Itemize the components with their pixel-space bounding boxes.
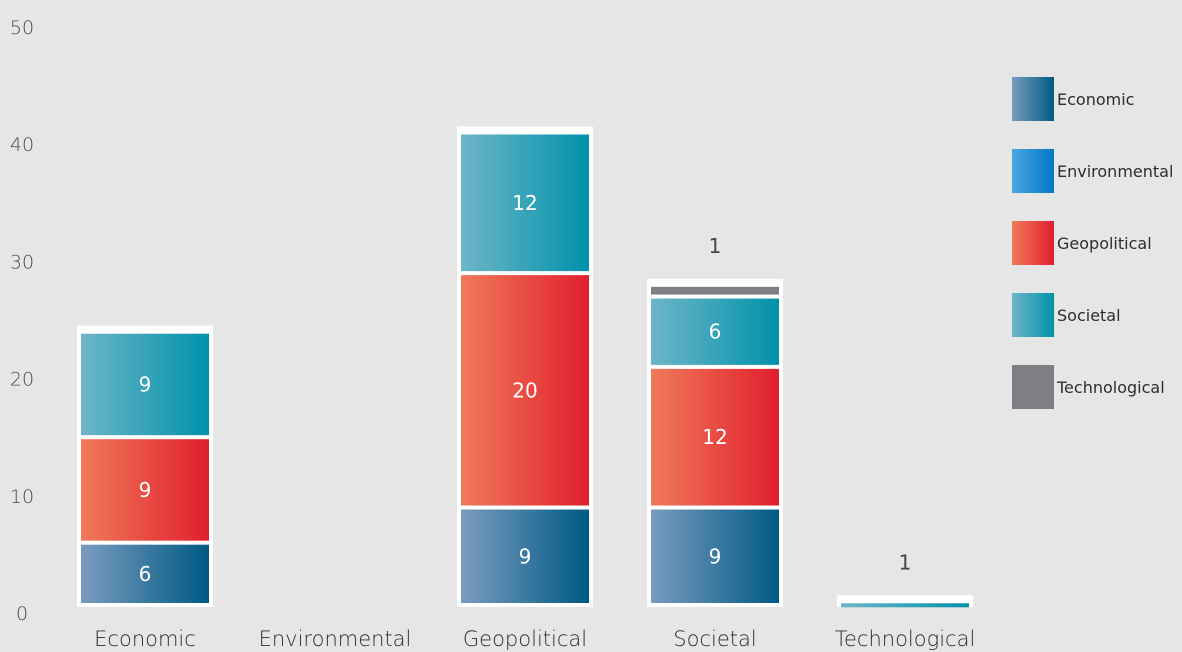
segment-label-geopolitical-geopolitical: 20 bbox=[512, 378, 537, 402]
segment-societal-societal bbox=[651, 298, 779, 365]
bar-technological: 1 bbox=[837, 550, 973, 608]
legend-swatch-geopolitical bbox=[1012, 221, 1054, 265]
x-label-technological: Technological bbox=[835, 627, 976, 651]
bar-economic: 6 9 9 bbox=[77, 325, 213, 607]
top-label-technological: 1 bbox=[899, 550, 912, 574]
legend-label-environmental: Environmental bbox=[1057, 162, 1173, 181]
legend-item-geopolitical: Geopolitical bbox=[1012, 221, 1152, 265]
x-label-geopolitical: Geopolitical bbox=[463, 627, 587, 651]
legend-swatch-economic bbox=[1012, 77, 1054, 121]
top-label-societal: 1 bbox=[709, 234, 722, 258]
legend-item-environmental: Environmental bbox=[1012, 149, 1173, 193]
x-label-societal: Societal bbox=[673, 627, 756, 651]
segment-label-economic-economic: 6 bbox=[139, 562, 152, 586]
segment-societal-geopolitical bbox=[651, 368, 779, 506]
legend-swatch-environmental bbox=[1012, 149, 1054, 193]
legend-item-economic: Economic bbox=[1012, 77, 1134, 121]
legend-item-societal: Societal bbox=[1012, 293, 1121, 337]
legend-label-economic: Economic bbox=[1057, 90, 1134, 109]
bar-societal: 9 12 6 1 bbox=[647, 234, 783, 607]
y-tick-20: 20 bbox=[10, 369, 34, 391]
legend-label-societal: Societal bbox=[1057, 306, 1121, 325]
bars-group: 6 9 9 9 20 12 9 12 6 1 1 bbox=[77, 126, 973, 608]
segment-technological-societal bbox=[841, 603, 969, 608]
legend-label-geopolitical: Geopolitical bbox=[1057, 234, 1152, 253]
segment-economic-geopolitical bbox=[81, 439, 209, 541]
legend-item-technological: Technological bbox=[1012, 365, 1165, 409]
segment-label-societal-societal: 6 bbox=[709, 320, 722, 344]
legend-swatch-societal bbox=[1012, 293, 1054, 337]
y-tick-50: 50 bbox=[10, 17, 34, 39]
bar-frame-technological bbox=[837, 595, 973, 607]
segment-label-societal-economic: 9 bbox=[709, 544, 722, 568]
segment-economic-societal bbox=[81, 333, 209, 436]
segment-label-societal-geopolitical: 12 bbox=[702, 425, 727, 449]
segment-label-economic-geopolitical: 9 bbox=[139, 478, 152, 502]
segment-economic-economic bbox=[81, 544, 209, 603]
y-tick-10: 10 bbox=[10, 486, 34, 508]
y-tick-30: 30 bbox=[10, 251, 34, 273]
segment-societal-technological bbox=[651, 286, 779, 295]
segment-geopolitical-economic bbox=[461, 509, 589, 603]
segment-label-geopolitical-economic: 9 bbox=[519, 544, 532, 568]
segment-label-economic-societal: 9 bbox=[139, 372, 152, 396]
legend-swatch-technological bbox=[1012, 365, 1054, 409]
x-label-environmental: Environmental bbox=[259, 627, 412, 651]
bar-geopolitical: 9 20 12 bbox=[457, 126, 593, 607]
segment-geopolitical-societal bbox=[461, 134, 589, 272]
segment-label-geopolitical-societal: 12 bbox=[512, 191, 537, 215]
y-tick-40: 40 bbox=[10, 134, 34, 156]
segment-geopolitical-geopolitical bbox=[461, 275, 589, 506]
x-label-economic: Economic bbox=[94, 627, 196, 651]
segment-societal-economic bbox=[651, 509, 779, 603]
x-axis: Economic Environmental Geopolitical Societa… bbox=[94, 627, 975, 651]
y-axis: 0 10 20 30 40 50 bbox=[10, 17, 34, 625]
legend: Economic Environmental Geopolitical Societa… bbox=[1012, 77, 1173, 409]
y-tick-0: 0 bbox=[16, 603, 28, 625]
legend-label-technological: Technological bbox=[1056, 378, 1165, 397]
